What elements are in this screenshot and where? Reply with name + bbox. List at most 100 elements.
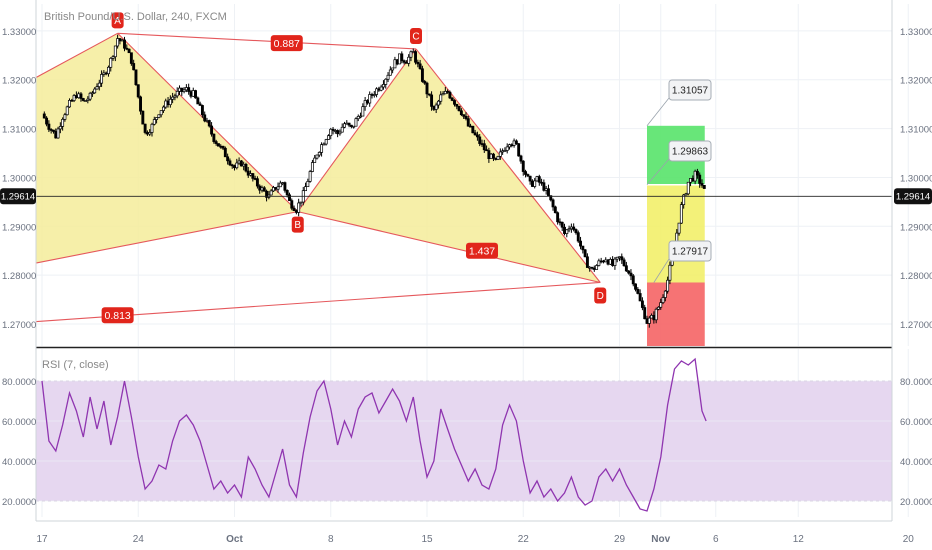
candle (226, 153, 230, 165)
svg-text:D: D (597, 291, 604, 302)
price-target-label: 1.29863 (668, 140, 712, 162)
price-tick-left: 1.33000 (2, 27, 36, 38)
time-tick: 8 (328, 534, 334, 545)
price-tick-right: 1.27000 (900, 320, 932, 331)
candle (97, 79, 101, 91)
point-label-b: B (291, 216, 304, 233)
candle (459, 108, 463, 117)
candle (356, 114, 360, 122)
candle (679, 201, 683, 224)
candle (246, 167, 250, 178)
candle (698, 172, 702, 188)
pattern-triangle-bcd (297, 48, 601, 283)
candle (634, 283, 637, 292)
candle (200, 104, 204, 118)
rsi-grid (36, 349, 909, 517)
candle (475, 131, 479, 141)
price-target-leader (646, 97, 670, 127)
point-label-a: A (111, 12, 124, 29)
candle (90, 90, 94, 97)
harmonic-pattern[interactable] (36, 32, 601, 323)
candle (116, 34, 120, 49)
time-tick: 6 (713, 534, 719, 545)
candle (514, 139, 518, 145)
price-tick-left: 1.32000 (2, 76, 36, 87)
candle (398, 53, 401, 65)
candle (109, 57, 113, 72)
candle (627, 270, 631, 275)
candle (79, 92, 83, 102)
candle (425, 81, 429, 98)
candle (482, 139, 486, 153)
candle (624, 261, 628, 272)
candle (276, 182, 280, 193)
candle (113, 45, 117, 62)
candle (155, 117, 159, 124)
candle (141, 110, 145, 125)
pattern-annotations[interactable]: A B C D 0.887 1.437 0.813 1.31057 1.29863 1.27917 (36, 12, 892, 324)
candle (453, 99, 456, 107)
candle (416, 59, 420, 68)
candle (407, 54, 411, 67)
candle (159, 110, 163, 118)
candle (489, 152, 493, 159)
candle (466, 115, 470, 127)
candle (100, 70, 104, 87)
candle (56, 126, 60, 139)
price-tick-left: 1.28000 (2, 271, 36, 282)
candle (400, 51, 404, 64)
candle (310, 159, 314, 173)
time-tick: 20 (903, 534, 915, 545)
candle (437, 99, 440, 109)
candle (583, 249, 587, 258)
point-label-c: C (410, 27, 422, 44)
candle (81, 97, 85, 102)
candle (441, 91, 445, 96)
candle (297, 198, 301, 217)
candle (395, 58, 399, 66)
time-tick: Oct (226, 534, 243, 545)
candle (686, 181, 690, 196)
candle (478, 134, 482, 147)
candle (347, 122, 351, 128)
candle (526, 173, 530, 177)
candle (157, 114, 161, 119)
candle (702, 184, 706, 189)
candle (622, 257, 626, 267)
candle (52, 129, 55, 134)
candle (265, 189, 269, 202)
candle (505, 143, 509, 154)
candle (391, 67, 395, 74)
rsi-band (36, 381, 892, 501)
candle (228, 158, 232, 167)
candle (354, 117, 358, 127)
candle (173, 93, 177, 101)
rsi-tick-left: 80.0000 (2, 377, 36, 388)
candle (409, 50, 413, 62)
rsi-tick-left: 40.0000 (2, 457, 36, 468)
candle (72, 93, 76, 103)
candle (221, 145, 225, 151)
candle (235, 158, 239, 170)
candle (288, 192, 291, 202)
candle (340, 123, 344, 133)
candle (585, 253, 589, 268)
candle (663, 289, 667, 302)
candle (207, 119, 211, 128)
price-tick-left: 1.31000 (2, 125, 36, 136)
price-tick-left: 1.30000 (2, 173, 36, 184)
time-tick: 15 (421, 534, 433, 545)
candle (86, 96, 90, 104)
candle (322, 142, 326, 146)
candle (194, 89, 197, 99)
candle (93, 87, 97, 94)
candle (556, 211, 560, 225)
candle (581, 245, 585, 254)
candle (528, 175, 532, 185)
candle (553, 205, 557, 214)
candle (567, 225, 571, 233)
price-tick-right: 1.31000 (900, 125, 932, 136)
rsi-tick-left: 60.0000 (2, 417, 36, 428)
